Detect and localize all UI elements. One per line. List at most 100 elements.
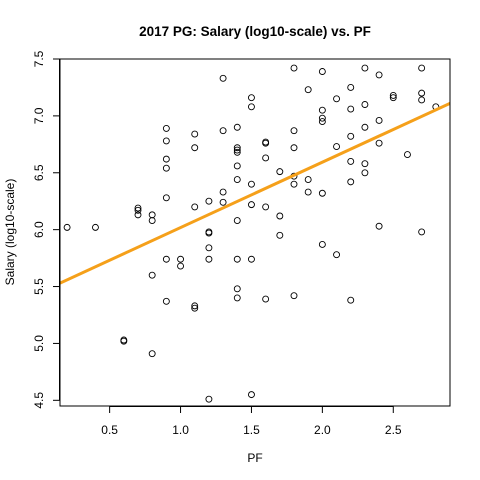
data-point [304, 86, 312, 94]
y-axis-label: Salary (log10-scale) [3, 179, 17, 286]
data-point [318, 240, 326, 248]
data-point [290, 127, 298, 135]
data-point [347, 132, 355, 140]
data-point [233, 148, 241, 156]
data-point [333, 143, 340, 151]
data-point [304, 176, 312, 184]
data-point [247, 180, 255, 188]
data-point [375, 116, 383, 124]
y-axis: 4.5 5.0 5.5 6.0 6.5 7.0 7.5 [32, 50, 60, 409]
data-point [219, 127, 227, 135]
data-point [205, 395, 213, 403]
data-point [219, 188, 227, 196]
data-point [262, 139, 270, 147]
data-point [418, 64, 426, 72]
data-point [134, 206, 142, 214]
chart-title: 2017 PG: Salary (log10-scale) vs. PF [139, 24, 371, 39]
data-point [148, 350, 156, 358]
y-tick-label: 7.5 [32, 50, 46, 67]
data-point [318, 106, 326, 114]
data-point [233, 294, 241, 302]
data-point [347, 157, 355, 165]
data-point [63, 223, 71, 231]
data-point [389, 94, 397, 102]
data-point [233, 146, 241, 154]
data-point [418, 96, 426, 104]
data-point [233, 285, 241, 293]
x-axis: 0.5 1.0 1.5 2.0 2.5 [101, 406, 402, 437]
data-point [148, 271, 156, 279]
data-point [333, 251, 340, 259]
data-point [375, 71, 383, 79]
data-point [134, 211, 142, 219]
data-point [347, 178, 355, 186]
data-point [205, 197, 213, 205]
data-point [333, 95, 340, 103]
data-point [191, 302, 199, 310]
data-point [318, 114, 326, 122]
data-point [404, 151, 411, 159]
y-tick-label: 6.0 [32, 221, 46, 238]
y-tick-label: 7.0 [32, 107, 46, 124]
data-point [191, 144, 199, 152]
y-tick-label: 6.5 [32, 164, 46, 181]
data-point [162, 164, 170, 172]
data-point [290, 144, 298, 152]
x-tick-label: 1.0 [172, 423, 189, 437]
data-point [205, 229, 213, 237]
data-point [162, 297, 170, 305]
data-point [375, 139, 383, 147]
y-tick-label: 4.5 [32, 392, 46, 409]
data-point [247, 103, 255, 111]
data-point [233, 162, 241, 170]
data-point [318, 118, 326, 126]
data-point [418, 228, 426, 236]
x-tick-label: 2.0 [314, 423, 331, 437]
data-point [191, 130, 199, 138]
data-point [177, 262, 185, 270]
x-tick-label: 1.5 [243, 423, 260, 437]
plot-content [60, 64, 450, 403]
data-point [177, 255, 185, 263]
data-point [361, 123, 369, 131]
y-tick-label: 5.5 [32, 278, 46, 295]
data-point [247, 94, 255, 102]
data-point [162, 255, 170, 263]
data-point [134, 204, 142, 212]
data-point [361, 101, 369, 108]
data-point [304, 188, 312, 196]
data-point [191, 304, 199, 312]
data-point [318, 68, 326, 75]
data-point [389, 91, 397, 99]
data-point [233, 217, 241, 225]
data-point [191, 203, 199, 211]
data-point [262, 154, 270, 162]
data-point [247, 255, 255, 263]
data-point [91, 223, 99, 231]
data-point [219, 74, 227, 82]
data-point [276, 212, 284, 220]
data-point [162, 194, 170, 202]
data-point [233, 255, 241, 263]
data-point [347, 296, 355, 304]
data-point [162, 155, 170, 163]
data-point [361, 160, 369, 168]
data-point [418, 89, 426, 97]
data-point [148, 217, 156, 225]
x-tick-label: 0.5 [101, 423, 118, 437]
data-point [347, 83, 355, 91]
data-point [247, 201, 255, 209]
data-point [276, 168, 284, 176]
data-point [276, 231, 284, 239]
data-point [290, 292, 298, 300]
data-point [262, 203, 270, 211]
data-point [205, 255, 213, 263]
data-point [233, 144, 241, 152]
data-point [219, 198, 227, 206]
data-point [233, 176, 241, 184]
data-point [162, 124, 170, 132]
data-point [361, 64, 369, 72]
data-point [162, 137, 170, 145]
